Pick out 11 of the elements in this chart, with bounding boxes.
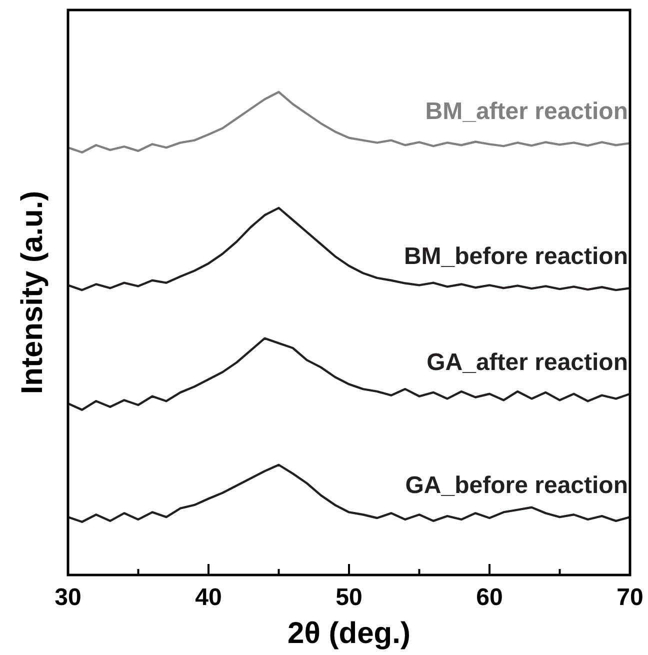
x-tick-label: 40 [195, 584, 222, 611]
x-tick-label: 60 [476, 584, 503, 611]
x-tick-label: 50 [336, 584, 362, 611]
x-tick-label: 30 [54, 584, 82, 611]
series-label: GA_before reaction [405, 472, 628, 500]
y-axis-title: Intensity (a.u.) [16, 190, 49, 394]
x-axis-title: 2θ (deg.) [288, 617, 410, 650]
series-label: BM_before reaction [404, 243, 628, 270]
series-label: BM_after reaction [425, 98, 628, 126]
series-label: GA_after reaction [426, 348, 628, 376]
x-tick-label: 70 [616, 584, 644, 611]
